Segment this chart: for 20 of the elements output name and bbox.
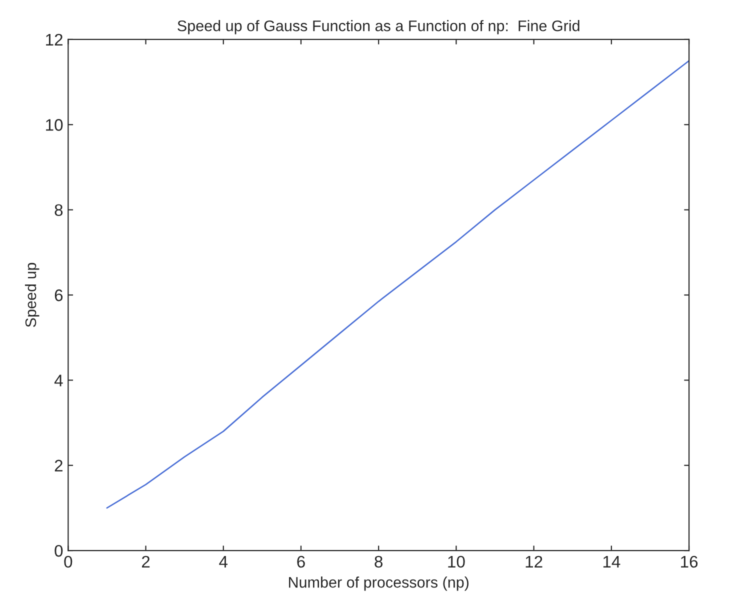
y-tick-label: 12 [46, 34, 62, 46]
x-tick-label: 6 [297, 556, 305, 568]
y-tick-label: 8 [54, 204, 63, 216]
x-tick-label: 10 [448, 556, 465, 568]
x-tick-label: 16 [681, 556, 698, 568]
y-tick-label: 10 [46, 119, 63, 131]
x-tick-label: 4 [219, 556, 228, 568]
y-tick-label: 4 [54, 374, 63, 386]
chart-title: Speed up of Gauss Function as a Function of np: Fine Grid [178, 20, 580, 34]
y-tick-label: 0 [54, 544, 63, 557]
y-axis-title: Speed up [24, 262, 40, 328]
x-tick-label: 2 [142, 556, 150, 568]
y-tick-label: 6 [54, 289, 63, 302]
x-tick-label: 12 [526, 556, 542, 568]
line-series [106, 60, 690, 509]
y-tick-label: 2 [54, 460, 62, 472]
x-tick-label: 8 [374, 556, 383, 568]
x-tick-label: 0 [64, 556, 72, 568]
x-axis-title: Number of processors (np) [289, 576, 469, 591]
x-tick-label: 14 [603, 556, 620, 568]
